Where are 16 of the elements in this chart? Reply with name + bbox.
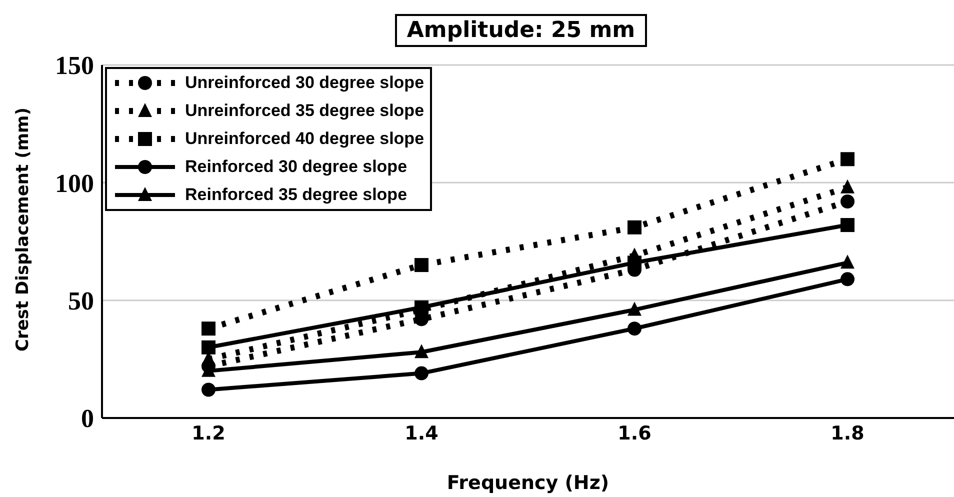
legend-label: Reinforced 35 degree slope bbox=[185, 185, 408, 205]
chart-title: Amplitude: 25 mm bbox=[394, 14, 648, 47]
y-axis-title: Crest Displacement (mm) bbox=[13, 107, 34, 352]
y-tick-label: 150 bbox=[55, 51, 94, 80]
x-tick-label: 1.4 bbox=[404, 422, 438, 444]
x-tick-label: 1.6 bbox=[618, 422, 652, 444]
y-tick-label: 100 bbox=[55, 168, 94, 198]
legend-label: Reinforced 30 degree slope bbox=[185, 157, 408, 177]
legend-label: Unreinforced 30 degree slope bbox=[185, 73, 424, 93]
x-tick-label: 1.2 bbox=[192, 422, 226, 444]
legend-label: Unreinforced 40 degree slope bbox=[185, 129, 424, 149]
y-tick-label: 0 bbox=[81, 404, 94, 434]
x-axis-title: Frequency (Hz) bbox=[446, 472, 610, 494]
x-tick-label: 1.8 bbox=[830, 422, 864, 444]
legend-label: Unreinforced 35 degree slope bbox=[185, 101, 424, 121]
y-tick-label: 50 bbox=[68, 286, 94, 316]
